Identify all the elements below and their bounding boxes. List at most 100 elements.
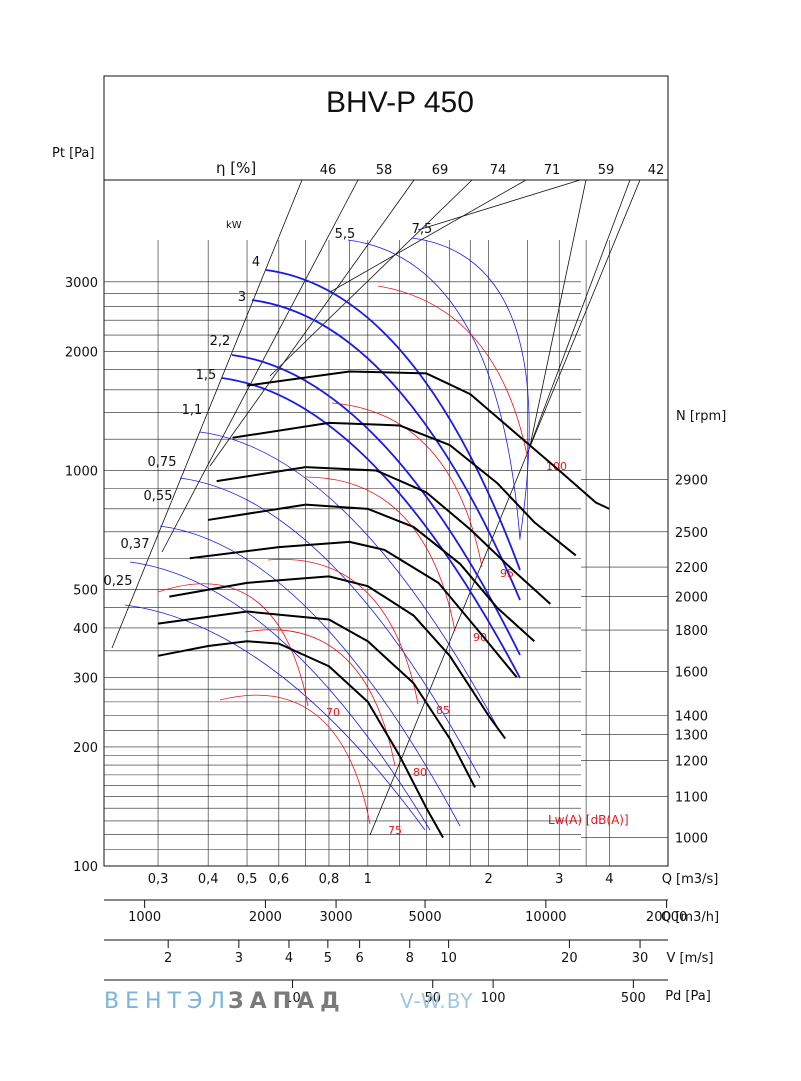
efficiency-value-label: 71 bbox=[544, 163, 561, 178]
v-tick-label: 4 bbox=[285, 951, 293, 966]
efficiency-value-label: 59 bbox=[598, 163, 615, 178]
rpm-tick-label: 1600 bbox=[675, 666, 708, 681]
v-tick-label: 10 bbox=[440, 951, 457, 966]
pd-axis-label: Pd [Pa] bbox=[665, 989, 711, 1004]
q-m3h-tick-label: 3000 bbox=[320, 910, 353, 925]
y-tick-label: 400 bbox=[73, 622, 98, 637]
efficiency-line bbox=[369, 179, 641, 836]
fan-curve-1800 bbox=[189, 540, 518, 678]
kw-header: kW bbox=[226, 220, 242, 231]
power-line bbox=[129, 561, 431, 831]
watermark: ВЕНТЭЛ ЗАПАД V-W.BY bbox=[104, 989, 474, 1014]
fan-curve-2500 bbox=[232, 421, 577, 557]
power-lines: 0,25 0,37 0,55 0,75 1,1 1,5 2,2 3 4 5,5 7,5 bbox=[104, 222, 530, 831]
fan-curve-1000 bbox=[157, 640, 444, 839]
noise-line bbox=[377, 285, 529, 461]
rpm-tick-label: 2000 bbox=[675, 591, 708, 606]
watermark-part1: ВЕНТЭЛ bbox=[104, 989, 231, 1014]
fan-curve-2200 bbox=[216, 466, 551, 605]
rpm-tick-label: 1300 bbox=[675, 729, 708, 744]
noise-level-label: 85 bbox=[436, 704, 450, 717]
efficiency-line bbox=[209, 179, 415, 467]
power-label: 1,1 bbox=[182, 403, 203, 418]
efficiency-value-label: 42 bbox=[648, 163, 665, 178]
y-tick-labels: 100 200 300 400 500 1000 2000 3000 bbox=[65, 276, 98, 875]
efficiency-label: η [%] bbox=[216, 159, 256, 177]
power-label: 0,75 bbox=[148, 455, 177, 470]
efficiency-line bbox=[161, 179, 359, 553]
q-m3h-tick-label: 20000 bbox=[646, 910, 687, 925]
y-tick-label: 3000 bbox=[65, 276, 98, 291]
noise-level-label: 90 bbox=[473, 631, 487, 644]
q-m3s-tick-label: 0,5 bbox=[237, 872, 258, 887]
power-line bbox=[159, 525, 461, 827]
noise-level-label: 70 bbox=[326, 706, 340, 719]
power-label: 2,2 bbox=[210, 334, 231, 349]
rpm-axis-label: N [rpm] bbox=[676, 409, 726, 424]
fan-curve-1600 bbox=[169, 575, 507, 740]
noise-level-label: 80 bbox=[413, 766, 427, 779]
q-m3s-tick-label: 4 bbox=[605, 872, 613, 887]
power-label: 1,5 bbox=[196, 368, 217, 383]
q-m3s-tick-label: 0,8 bbox=[319, 872, 340, 887]
power-line bbox=[251, 299, 521, 601]
pd-tick-label: 50 bbox=[424, 991, 441, 1006]
v-tick-label: 20 bbox=[561, 951, 578, 966]
v-axis-label: V [m/s] bbox=[667, 951, 714, 966]
efficiency-lines: 46 58 69 74 71 59 42 bbox=[111, 163, 665, 836]
rpm-tick-label: 2200 bbox=[675, 561, 708, 576]
efficiency-line bbox=[329, 179, 527, 293]
power-label: 3 bbox=[238, 290, 246, 305]
efficiency-line bbox=[111, 179, 303, 649]
efficiency-value-label: 58 bbox=[376, 163, 393, 178]
noise-level-label: 75 bbox=[388, 824, 402, 837]
pd-tick-label: 10 bbox=[284, 991, 301, 1006]
power-line bbox=[199, 431, 501, 733]
fan-curve-2000 bbox=[208, 503, 535, 643]
q-m3s-tick-label: 0,6 bbox=[268, 872, 289, 887]
power-label: 0,25 bbox=[104, 574, 133, 589]
noise-line bbox=[331, 402, 483, 568]
efficiency-value-label: 74 bbox=[490, 163, 507, 178]
power-line bbox=[347, 239, 521, 541]
y-tick-label: 200 bbox=[73, 741, 98, 756]
efficiency-value-label: 46 bbox=[320, 163, 337, 178]
rpm-tick-labels: 1000 1100 1200 1300 1400 1600 1800 2000 2200 2500… bbox=[581, 473, 708, 847]
rpm-tick-label: 1000 bbox=[675, 832, 708, 847]
noise-line bbox=[219, 694, 371, 825]
power-line bbox=[231, 354, 521, 656]
y-tick-label: 500 bbox=[73, 584, 98, 599]
rpm-tick-label: 1100 bbox=[675, 790, 708, 805]
power-line bbox=[124, 604, 426, 831]
watermark-part2: ЗАПАД bbox=[228, 989, 346, 1014]
power-line bbox=[221, 377, 521, 679]
q-m3h-tick-label: 1000 bbox=[128, 910, 161, 925]
rpm-tick-label: 1800 bbox=[675, 624, 708, 639]
fan-curves bbox=[157, 370, 610, 839]
y-axis-label: Pt [Pa] bbox=[52, 146, 94, 161]
q-m3s-tick-label: 2 bbox=[484, 872, 492, 887]
power-label: 4 bbox=[252, 255, 260, 270]
v-tick-label: 30 bbox=[632, 951, 649, 966]
plot-frame bbox=[103, 75, 669, 867]
q-m3h-tick-label: 10000 bbox=[525, 910, 566, 925]
power-label: 0,55 bbox=[144, 489, 173, 504]
efficiency-value-label: 69 bbox=[432, 163, 449, 178]
power-line bbox=[265, 269, 521, 571]
efficiency-line bbox=[269, 179, 473, 377]
v-tick-label: 3 bbox=[235, 951, 243, 966]
watermark-part3: V-W.BY bbox=[400, 989, 474, 1013]
efficiency-line bbox=[529, 179, 587, 447]
q-m3s-tick-label: 0,3 bbox=[148, 872, 169, 887]
noise-line bbox=[157, 583, 309, 707]
q-m3s-axis-label: Q [m3/s] bbox=[662, 872, 719, 887]
q-m3h-tick-label: 2000 bbox=[249, 910, 282, 925]
power-label: 7,5 bbox=[412, 222, 433, 237]
power-line bbox=[411, 237, 530, 539]
y-tick-label: 2000 bbox=[65, 345, 98, 360]
efficiency-line bbox=[417, 179, 581, 231]
pd-tick-label: 500 bbox=[621, 991, 646, 1006]
power-line bbox=[179, 477, 481, 779]
v-tick-label: 5 bbox=[324, 951, 332, 966]
